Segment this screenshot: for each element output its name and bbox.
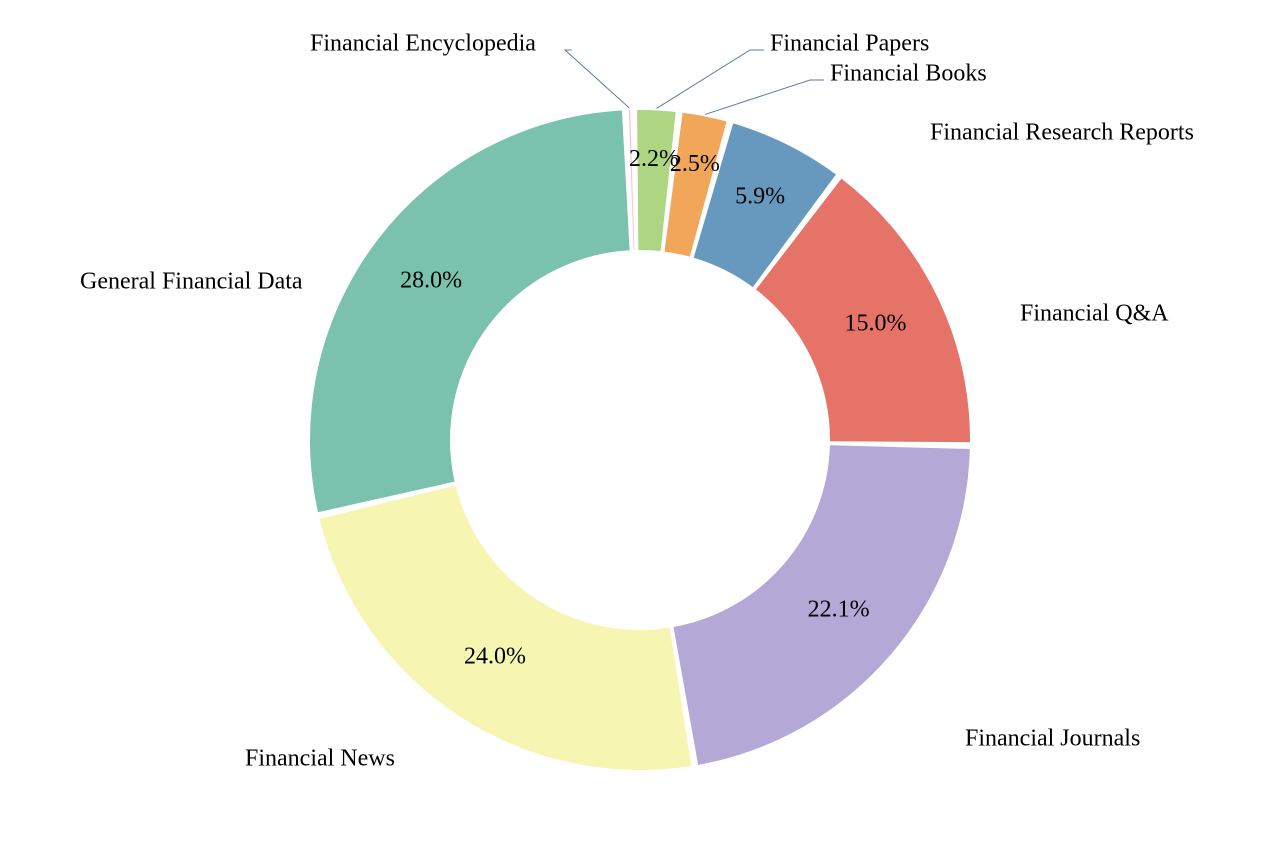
label-financial-books: Financial Books: [830, 61, 987, 87]
label-financial-encyclopedia: Financial Encyclopedia: [310, 31, 536, 57]
pct-financial-books: 2.5%: [670, 151, 720, 177]
label-general-financial-data: General Financial Data: [80, 269, 303, 295]
pct-financial-qa: 15.0%: [844, 311, 906, 337]
donut-chart: 2.2%2.5%5.9%15.0%22.1%24.0%28.0%0.4%Fina…: [0, 0, 1280, 847]
label-financial-research-reports: Financial Research Reports: [930, 120, 1194, 146]
label-financial-news: Financial News: [245, 746, 395, 772]
pct-financial-news: 24.0%: [464, 644, 526, 670]
pct-financial-journals: 22.1%: [808, 596, 870, 622]
pct-financial-research-reports: 5.9%: [735, 184, 785, 210]
pct-general-financial-data: 28.0%: [400, 267, 462, 293]
label-financial-journals: Financial Journals: [965, 726, 1140, 752]
label-financial-qa: Financial Q&A: [1020, 301, 1169, 327]
label-financial-papers: Financial Papers: [770, 31, 929, 57]
